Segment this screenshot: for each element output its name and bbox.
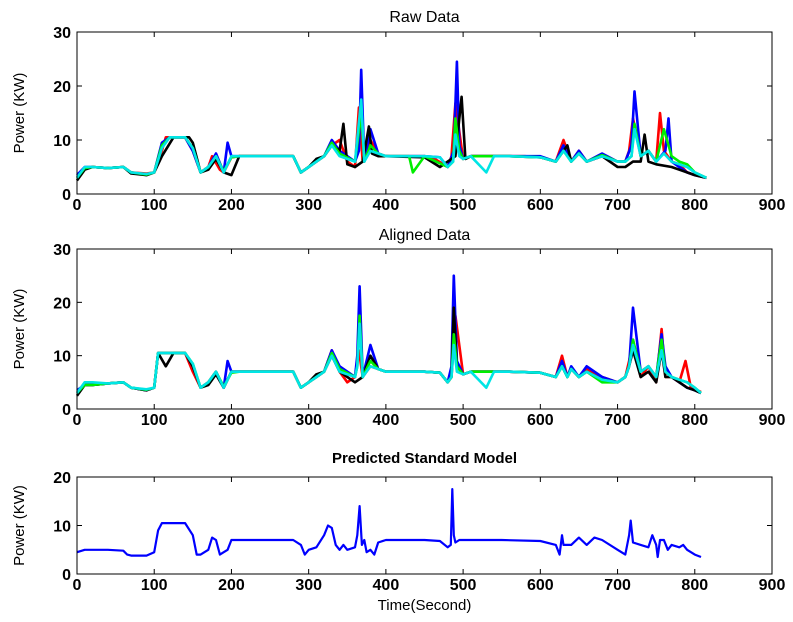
y-tick-label: 30 <box>53 242 71 259</box>
x-tick-label: 700 <box>604 197 631 214</box>
plot-frame-aligned-data <box>76 248 773 410</box>
y-tick-label: 30 <box>53 25 71 42</box>
x-tick-label: 500 <box>450 577 477 594</box>
y-tick-label: 20 <box>53 295 71 312</box>
y-tick-label: 20 <box>53 79 71 96</box>
x-tick-label: 300 <box>295 412 322 429</box>
series-line-cyan-aligned-data <box>75 322 702 394</box>
y-axis-label-aligned-data: Power (KW) <box>11 289 28 370</box>
x-tick-label: 400 <box>373 577 400 594</box>
x-tick-label: 600 <box>527 577 554 594</box>
x-tick-label: 0 <box>73 577 82 594</box>
panel-title-predicted-standard-model: Predicted Standard Model <box>332 450 517 467</box>
x-tick-label: 100 <box>141 577 168 594</box>
y-tick-label: 20 <box>53 470 71 487</box>
x-tick-label: 500 <box>450 412 477 429</box>
x-tick-label: 900 <box>759 412 786 429</box>
x-tick-label: 0 <box>73 412 82 429</box>
y-tick-label: 10 <box>53 519 71 536</box>
plot-area-raw-data <box>77 32 772 194</box>
x-tick-label: 300 <box>295 577 322 594</box>
panel-title-aligned-data: Aligned Data <box>379 227 471 244</box>
x-axis-label-predicted-standard-model: Time(Second) <box>378 597 472 614</box>
x-tick-label: 400 <box>373 412 400 429</box>
plot-area-predicted-standard-model <box>77 477 772 574</box>
x-tick-label: 300 <box>295 197 322 214</box>
x-tick-label: 700 <box>604 577 631 594</box>
y-tick-label: 10 <box>53 349 71 366</box>
y-axis-label-raw-data: Power (KW) <box>11 73 28 154</box>
x-tick-label: 600 <box>527 197 554 214</box>
y-tick-label: 0 <box>62 567 71 584</box>
x-tick-label: 800 <box>681 197 708 214</box>
series-line-black-raw-data <box>75 95 707 182</box>
plot-frame-raw-data <box>76 31 773 195</box>
y-tick-label: 0 <box>62 187 71 204</box>
panel-predicted-standard-model: Predicted Standard Model Power (KW) Time… <box>11 450 785 614</box>
x-tick-label: 200 <box>218 412 245 429</box>
x-tick-label: 900 <box>759 577 786 594</box>
y-tick-label: 10 <box>53 133 71 150</box>
series-line-blue-predicted-standard-model <box>76 488 702 559</box>
x-tick-label: 200 <box>218 197 245 214</box>
x-tick-label: 500 <box>450 197 477 214</box>
x-tick-label: 600 <box>527 412 554 429</box>
panel-aligned-data: Aligned Data Power (KW) 0 100 200 300 400 500… <box>11 227 785 429</box>
x-tick-label: 800 <box>681 577 708 594</box>
x-tick-label: 900 <box>759 197 786 214</box>
y-tick-label: 0 <box>62 402 71 419</box>
x-tick-label: 100 <box>141 412 168 429</box>
x-tick-label: 400 <box>373 197 400 214</box>
panel-raw-data: Raw Data Power (KW) 0 100 200 300 400 500 600 7… <box>11 9 785 214</box>
x-tick-label: 0 <box>73 197 82 214</box>
series-line-cyan-raw-data <box>75 98 707 179</box>
plot-area-aligned-data <box>77 249 772 409</box>
x-tick-label: 800 <box>681 412 708 429</box>
panel-title-raw-data: Raw Data <box>389 9 459 26</box>
x-tick-label: 200 <box>218 577 245 594</box>
x-tick-label: 700 <box>604 412 631 429</box>
x-tick-label: 100 <box>141 197 168 214</box>
y-axis-label-predicted-standard-model: Power (KW) <box>11 485 28 566</box>
